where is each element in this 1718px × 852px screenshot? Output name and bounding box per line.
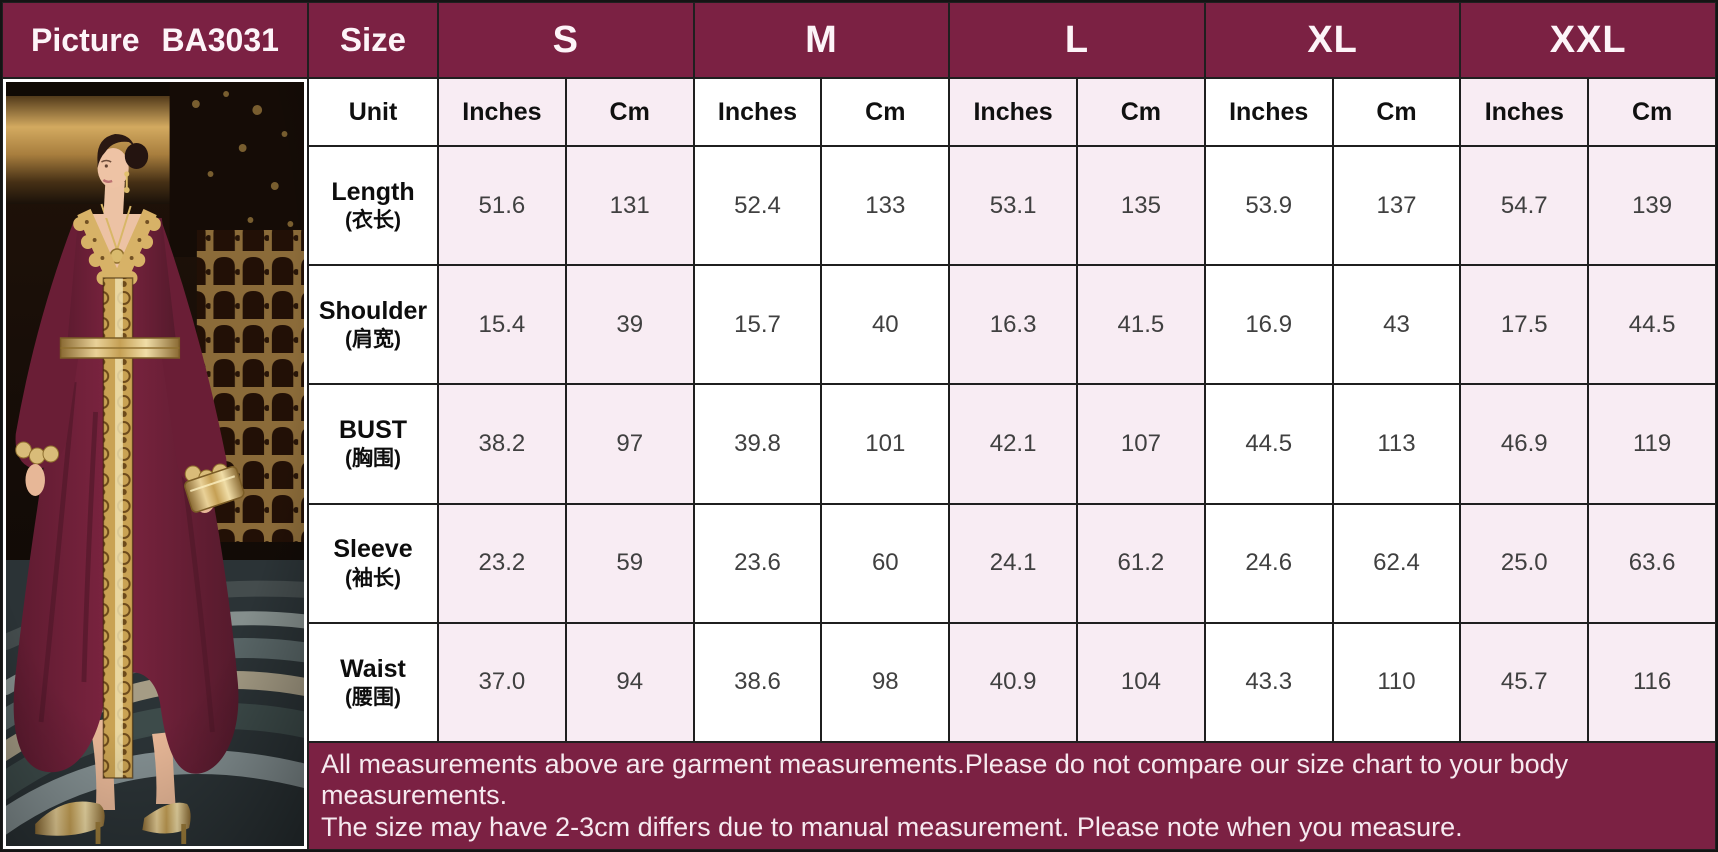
disclaimer-line-2: The size may have 2-3cm differs due to m… bbox=[321, 812, 1463, 843]
size-value-cell: 46.9 bbox=[1460, 384, 1589, 504]
product-photo bbox=[2, 78, 308, 850]
unit-cell: Cm bbox=[1588, 78, 1716, 146]
size-value-cell: 133 bbox=[821, 146, 950, 266]
unit-cell: Cm bbox=[1332, 78, 1461, 146]
size-value-cell: 39.8 bbox=[693, 384, 822, 504]
unit-cell: Inches bbox=[949, 78, 1077, 146]
size-value-cell: 53.1 bbox=[949, 146, 1077, 266]
size-value-cell: 60 bbox=[821, 503, 950, 623]
measurement-label-en: BUST bbox=[338, 416, 408, 445]
measurement-label-shoulder: Shoulder (肩宽) bbox=[308, 265, 438, 385]
size-value-cell: 24.6 bbox=[1204, 503, 1333, 623]
picture-label: Picture bbox=[31, 21, 140, 58]
measurement-label-cn: (袖长) bbox=[345, 566, 401, 590]
unit-header-label: Unit bbox=[308, 78, 438, 146]
measurement-label-cn: (胸围) bbox=[345, 447, 401, 471]
size-value-cell: 97 bbox=[565, 384, 694, 504]
size-value-cell: 116 bbox=[1588, 622, 1716, 742]
size-value-cell: 17.5 bbox=[1460, 265, 1589, 385]
size-value-cell: 45.7 bbox=[1460, 622, 1589, 742]
measurement-label-en: Waist bbox=[340, 654, 406, 683]
size-value-cell: 51.6 bbox=[438, 146, 566, 266]
size-value-cell: 15.4 bbox=[438, 265, 566, 385]
size-value-cell: 40.9 bbox=[949, 622, 1077, 742]
unit-cell: Inches bbox=[693, 78, 822, 146]
unit-cell: Inches bbox=[438, 78, 566, 146]
size-value-cell: 131 bbox=[565, 146, 694, 266]
unit-cell: Inches bbox=[1460, 78, 1589, 146]
size-header-s: S bbox=[438, 2, 694, 78]
unit-cell: Cm bbox=[821, 78, 950, 146]
size-value-cell: 139 bbox=[1588, 146, 1716, 266]
size-value-cell: 42.1 bbox=[949, 384, 1077, 504]
unit-header-text: Unit bbox=[348, 97, 398, 126]
size-value-cell: 54.7 bbox=[1460, 146, 1589, 266]
size-value-cell: 24.1 bbox=[949, 503, 1077, 623]
measurement-label-en: Sleeve bbox=[333, 535, 413, 564]
measurement-label-length: Length (衣长) bbox=[308, 146, 438, 266]
size-value-cell: 59 bbox=[565, 503, 694, 623]
size-header-text: Size bbox=[339, 21, 407, 58]
unit-cell: Cm bbox=[1077, 78, 1205, 146]
size-value-cell: 53.9 bbox=[1204, 146, 1333, 266]
size-value-cell: 135 bbox=[1077, 146, 1205, 266]
size-value-cell: 15.7 bbox=[693, 265, 822, 385]
size-value-cell: 41.5 bbox=[1077, 265, 1205, 385]
measurement-label-cn: (衣长) bbox=[345, 209, 401, 233]
size-header-m: M bbox=[693, 2, 950, 78]
size-header-label: Size bbox=[308, 2, 438, 78]
size-header-xl: XL bbox=[1204, 2, 1461, 78]
size-value-cell: 39 bbox=[565, 265, 694, 385]
size-value-cell: 43.3 bbox=[1204, 622, 1333, 742]
size-value-cell: 16.9 bbox=[1204, 265, 1333, 385]
disclaimer-line-1: All measurements above are garment measu… bbox=[321, 748, 1569, 810]
size-value-cell: 44.5 bbox=[1588, 265, 1716, 385]
size-value-cell: 37.0 bbox=[438, 622, 566, 742]
unit-cell: Inches bbox=[1204, 78, 1333, 146]
measurement-label-sleeve: Sleeve (袖长) bbox=[308, 503, 438, 623]
measurement-label-en: Length bbox=[331, 177, 415, 206]
size-value-cell: 16.3 bbox=[949, 265, 1077, 385]
size-value-cell: 110 bbox=[1332, 622, 1461, 742]
size-value-cell: 61.2 bbox=[1077, 503, 1205, 623]
size-value-cell: 40 bbox=[821, 265, 950, 385]
measurement-label-bust: BUST (胸围) bbox=[308, 384, 438, 504]
size-value-cell: 43 bbox=[1332, 265, 1461, 385]
size-value-cell: 62.4 bbox=[1332, 503, 1461, 623]
picture-header: Picture BA3031 bbox=[2, 2, 308, 78]
size-value-cell: 23.2 bbox=[438, 503, 566, 623]
measurement-label-waist: Waist (腰围) bbox=[308, 622, 438, 742]
size-value-cell: 113 bbox=[1332, 384, 1461, 504]
size-value-cell: 94 bbox=[565, 622, 694, 742]
size-value-cell: 104 bbox=[1077, 622, 1205, 742]
size-value-cell: 25.0 bbox=[1460, 503, 1589, 623]
size-value-cell: 44.5 bbox=[1204, 384, 1333, 504]
size-value-cell: 137 bbox=[1332, 146, 1461, 266]
size-value-cell: 98 bbox=[821, 622, 950, 742]
unit-cell: Cm bbox=[565, 78, 694, 146]
disclaimer-band: All measurements above are garment measu… bbox=[308, 741, 1716, 850]
measurement-label-cn: (肩宽) bbox=[345, 328, 401, 352]
size-value-cell: 63.6 bbox=[1588, 503, 1716, 623]
size-value-cell: 107 bbox=[1077, 384, 1205, 504]
product-photo-art bbox=[6, 82, 304, 846]
size-value-cell: 119 bbox=[1588, 384, 1716, 504]
size-value-cell: 38.6 bbox=[693, 622, 822, 742]
size-value-cell: 52.4 bbox=[693, 146, 822, 266]
size-value-cell: 23.6 bbox=[693, 503, 822, 623]
size-header-l: L bbox=[949, 2, 1205, 78]
model-code: BA3031 bbox=[161, 21, 279, 58]
size-value-cell: 38.2 bbox=[438, 384, 566, 504]
size-header-xxl: XXL bbox=[1460, 2, 1716, 78]
measurement-label-en: Shoulder bbox=[318, 297, 428, 326]
measurement-label-cn: (腰围) bbox=[345, 685, 401, 709]
size-value-cell: 101 bbox=[821, 384, 950, 504]
